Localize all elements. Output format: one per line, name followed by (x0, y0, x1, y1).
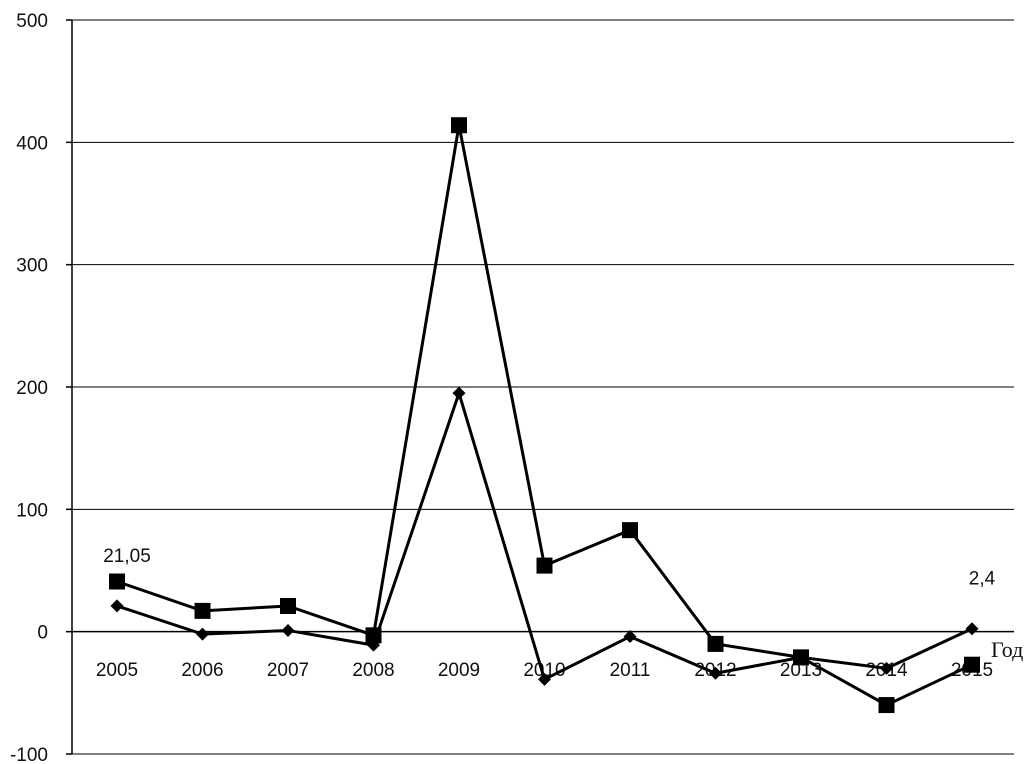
series-square (109, 117, 980, 714)
data-point-square (622, 522, 638, 539)
x-tick-label: 2009 (438, 660, 480, 681)
data-point-diamond (965, 622, 979, 636)
data-point-square (451, 117, 467, 134)
data-point-square (878, 697, 895, 714)
y-tick-label: 100 (16, 500, 48, 521)
y-tick-label: 0 (37, 623, 48, 644)
x-tick-label: 2008 (352, 660, 394, 681)
series-diamond (110, 386, 979, 686)
data-labels: 21,05 2,4 (103, 546, 995, 590)
y-tick-label: 300 (16, 256, 48, 277)
data-point-diamond (794, 650, 808, 664)
x-tick-label: 2007 (267, 660, 309, 681)
data-point-diamond (281, 623, 295, 637)
x-tick-label: 2005 (96, 660, 138, 681)
data-point-diamond (623, 630, 637, 644)
x-tick-label: 2011 (610, 660, 651, 681)
data-point-square (536, 557, 553, 574)
data-label: 2,4 (969, 569, 996, 590)
data-point-square (707, 635, 724, 652)
series-group (109, 117, 980, 714)
data-point-diamond (709, 666, 722, 680)
y-tick-label: -100 (10, 745, 48, 764)
y-tick-label: 200 (16, 378, 48, 399)
gridlines (72, 19, 1014, 755)
data-point-square (280, 597, 296, 614)
data-point-diamond (367, 638, 380, 652)
data-point-diamond (452, 386, 466, 400)
x-tick-label: 2013 (780, 660, 822, 681)
data-point-diamond (110, 599, 124, 613)
series-line (116, 124, 973, 707)
data-point-square (109, 573, 125, 590)
y-tick-label: 400 (16, 133, 48, 154)
data-point-diamond (880, 661, 893, 675)
data-point-diamond (538, 672, 551, 686)
data-label: 21,05 (103, 546, 151, 567)
series-line (116, 388, 973, 682)
x-axis-label: Год (991, 637, 1023, 662)
y-tick-label: 500 (16, 11, 48, 32)
y-axis-ticks: -100 0 100 200 300 400 500 (10, 11, 72, 764)
data-point-square (964, 656, 980, 673)
data-point-square (194, 602, 211, 619)
x-tick-label: 2006 (181, 660, 223, 681)
data-point-diamond (196, 627, 209, 641)
